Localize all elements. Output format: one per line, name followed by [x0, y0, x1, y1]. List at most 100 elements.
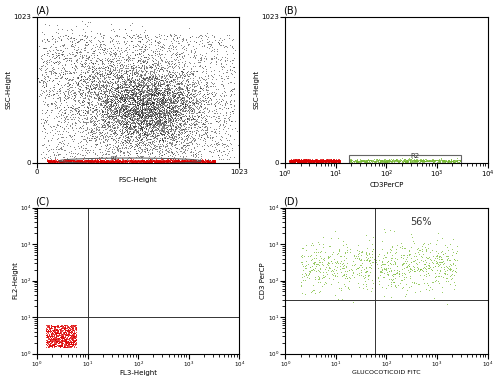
Point [416, 266, 424, 272]
Point [299, 157, 307, 163]
Point [96, 156, 104, 162]
Point [294, 158, 302, 164]
Point [164, 94, 172, 100]
Point [139, 96, 147, 102]
Point [161, 157, 169, 163]
Point [93, 75, 101, 81]
Point [174, 117, 182, 123]
Point [137, 74, 145, 80]
Point [182, 99, 190, 105]
Point [108, 159, 116, 165]
Point [168, 159, 176, 165]
Point [118, 91, 126, 97]
Point [432, 274, 440, 280]
Point [121, 94, 129, 100]
Point [122, 108, 130, 114]
Point [55, 86, 63, 92]
Point [294, 157, 302, 163]
Point [160, 105, 168, 112]
Point [74, 39, 82, 45]
Point [130, 89, 138, 95]
Point [139, 121, 147, 127]
Point [163, 108, 171, 114]
Point [128, 117, 136, 123]
Point [108, 119, 116, 125]
Point [190, 158, 198, 164]
Point [224, 73, 232, 79]
Point [172, 44, 179, 50]
Point [188, 115, 196, 121]
Point [187, 120, 195, 126]
Point [146, 86, 154, 92]
Point [87, 159, 95, 165]
Point [112, 159, 120, 165]
Point [138, 44, 146, 50]
Point [296, 158, 304, 164]
Point [334, 250, 342, 256]
Point [172, 159, 180, 165]
Point [174, 146, 182, 152]
Point [226, 92, 234, 99]
Point [212, 129, 220, 136]
Point [138, 146, 145, 152]
Point [96, 57, 104, 63]
Point [158, 100, 166, 106]
Point [324, 159, 332, 165]
Point [146, 159, 154, 165]
Point [155, 112, 163, 118]
Point [148, 88, 156, 94]
Point [325, 158, 333, 164]
Point [120, 120, 128, 126]
Point [324, 157, 332, 163]
Point [143, 97, 151, 103]
Point [158, 122, 166, 128]
Point [172, 73, 180, 79]
Point [86, 83, 94, 89]
Point [316, 157, 324, 163]
Point [170, 109, 177, 115]
Point [298, 159, 306, 165]
Point [393, 256, 401, 262]
Point [80, 158, 88, 164]
Point [141, 159, 149, 165]
Point [352, 157, 360, 163]
Point [128, 75, 136, 81]
Point [148, 113, 156, 119]
Point [166, 117, 174, 123]
Point [314, 159, 322, 165]
Point [69, 76, 77, 83]
Point [98, 98, 106, 104]
Point [130, 49, 138, 55]
Point [55, 332, 63, 338]
Point [306, 159, 314, 165]
Point [36, 66, 44, 73]
Point [87, 85, 95, 91]
Point [157, 154, 165, 160]
Point [136, 92, 144, 98]
Point [230, 47, 238, 53]
Point [56, 97, 64, 104]
Point [33, 95, 41, 101]
Point [52, 338, 60, 344]
Point [334, 156, 342, 162]
Point [167, 159, 175, 165]
Point [343, 244, 351, 250]
Point [118, 114, 126, 120]
Point [287, 157, 295, 163]
Point [124, 158, 132, 164]
Point [147, 157, 155, 163]
Point [175, 79, 183, 86]
Point [67, 332, 75, 338]
Point [162, 141, 170, 147]
Point [114, 92, 122, 99]
Point [161, 129, 169, 135]
Point [140, 87, 148, 93]
Point [226, 70, 234, 76]
Point [306, 158, 314, 164]
Point [309, 158, 317, 164]
Point [86, 57, 94, 63]
Point [395, 158, 403, 164]
Point [58, 333, 66, 339]
Point [106, 159, 114, 165]
Point [144, 87, 152, 93]
